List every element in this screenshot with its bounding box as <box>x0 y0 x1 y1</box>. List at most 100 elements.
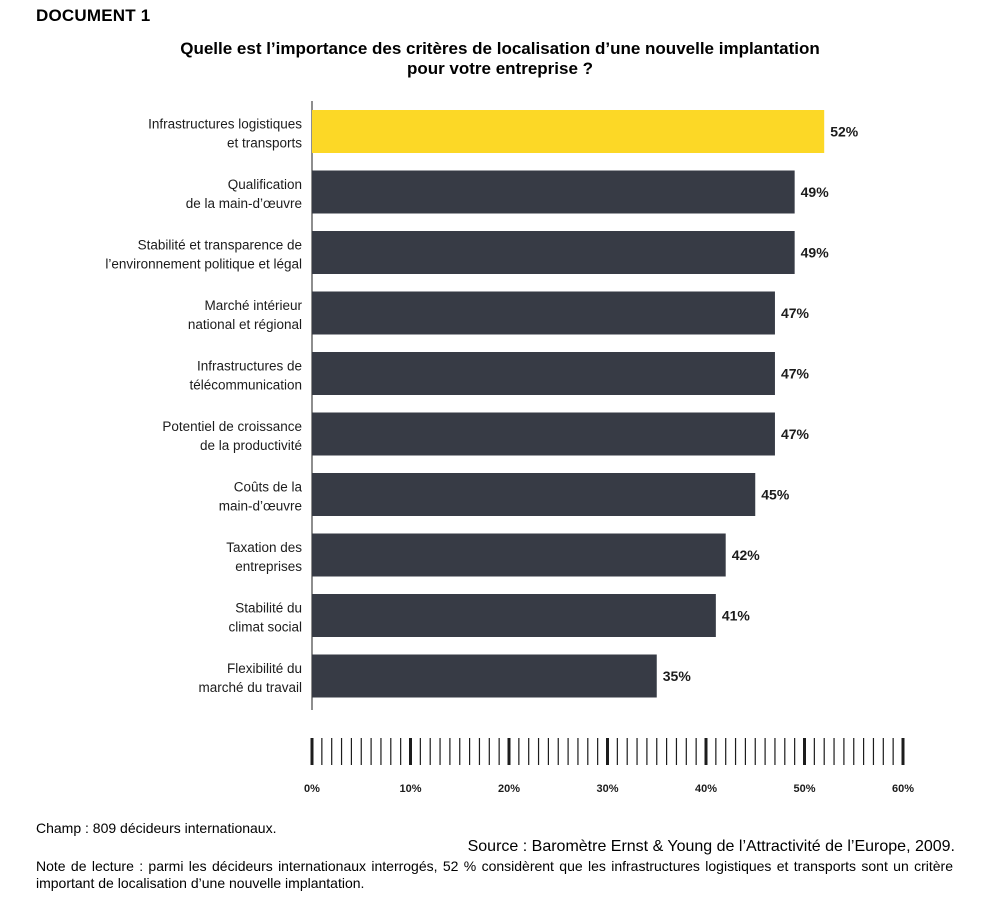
category-label-6: Coûts de la main-d’œuvre <box>219 480 303 514</box>
major-tick-20 <box>507 738 511 765</box>
value-label-3: 47% <box>781 305 810 321</box>
value-label-0: 52% <box>830 124 859 140</box>
category-label-line: climat social <box>228 620 302 635</box>
major-tick-40 <box>704 738 708 765</box>
minor-tick-14 <box>449 738 451 765</box>
x-tick-label-6: 60% <box>892 783 914 795</box>
document-label: DOCUMENT 1 <box>36 6 151 25</box>
minor-tick-31 <box>616 738 618 765</box>
minor-tick-16 <box>469 738 471 765</box>
value-label-6: 45% <box>761 487 790 503</box>
minor-tick-19 <box>498 738 500 765</box>
bar-0 <box>312 110 825 153</box>
category-label-1: Qualification de la main-d’œuvre <box>186 177 302 211</box>
category-label-line: Stabilité et transparence de <box>138 238 302 253</box>
category-label-line: Marché intérieur <box>204 298 302 313</box>
minor-tick-4 <box>350 738 352 765</box>
minor-tick-6 <box>370 738 372 765</box>
x-tick-label-1: 10% <box>399 783 421 795</box>
x-tick-label-0: 0% <box>304 783 320 795</box>
minor-tick-35 <box>656 738 658 765</box>
category-label-8: Stabilité du climat social <box>228 601 302 635</box>
value-label-2: 49% <box>801 245 830 261</box>
minor-tick-1 <box>321 738 323 765</box>
minor-tick-32 <box>626 738 628 765</box>
minor-tick-53 <box>833 738 835 765</box>
minor-tick-38 <box>685 738 687 765</box>
value-label-7: 42% <box>732 547 761 563</box>
category-label-2: Stabilité et transparence de l’environnem… <box>105 238 302 272</box>
minor-tick-51 <box>813 738 815 765</box>
minor-tick-3 <box>340 738 343 765</box>
minor-tick-59 <box>892 738 894 765</box>
minor-tick-11 <box>419 738 421 765</box>
category-label-7: Taxation des entreprises <box>226 540 302 574</box>
minor-tick-55 <box>853 738 855 765</box>
category-label-line: main-d’œuvre <box>219 499 302 514</box>
category-label-line: Coûts de la <box>234 480 303 495</box>
category-label-line: national et régional <box>188 317 302 332</box>
minor-tick-34 <box>646 738 648 765</box>
major-tick-60 <box>901 738 905 765</box>
major-tick-30 <box>606 738 609 765</box>
category-label-line: entreprises <box>235 559 302 574</box>
minor-tick-44 <box>744 738 746 765</box>
bar-9 <box>312 654 657 698</box>
value-label-9: 35% <box>663 668 692 684</box>
minor-tick-45 <box>754 738 756 765</box>
minor-tick-2 <box>331 738 333 765</box>
chart-title-line-2: pour votre entreprise ? <box>406 59 594 78</box>
category-label-0: Infrastructures logistiques et transports <box>148 117 302 151</box>
category-label-4: Infrastructures de télécommunication <box>189 359 302 393</box>
minor-tick-39 <box>695 738 697 765</box>
category-label-9: Flexibilité du marché du travail <box>198 661 302 695</box>
minor-tick-49 <box>794 738 796 765</box>
chart-title-line-1: Quelle est l’importance des critères de … <box>180 39 820 58</box>
bar-5 <box>312 412 775 456</box>
x-tick-label-4: 40% <box>695 783 717 795</box>
minor-tick-24 <box>547 738 549 765</box>
minor-tick-22 <box>528 738 530 765</box>
minor-tick-56 <box>863 738 865 765</box>
bar-1 <box>312 170 795 214</box>
minor-tick-29 <box>597 738 599 765</box>
category-label-line: Stabilité du <box>235 601 302 616</box>
minor-tick-5 <box>360 738 362 765</box>
reading-note: Note de lecture : parmi les décideurs in… <box>36 858 953 891</box>
x-tick-label-3: 30% <box>596 783 618 795</box>
minor-tick-43 <box>734 738 737 765</box>
value-label-1: 49% <box>801 184 830 200</box>
minor-tick-23 <box>537 738 540 765</box>
minor-tick-28 <box>587 738 589 765</box>
major-tick-0 <box>310 738 314 765</box>
minor-tick-36 <box>666 738 668 765</box>
category-label-line: Flexibilité du <box>227 661 302 676</box>
value-label-4: 47% <box>781 366 810 382</box>
minor-tick-33 <box>636 738 638 765</box>
minor-tick-41 <box>715 738 717 765</box>
bar-6 <box>312 473 756 516</box>
minor-tick-18 <box>488 738 490 765</box>
minor-tick-37 <box>675 738 678 765</box>
major-tick-10 <box>409 738 412 765</box>
minor-tick-58 <box>882 738 884 765</box>
category-label-line: Infrastructures de <box>197 359 302 374</box>
minor-tick-52 <box>823 738 825 765</box>
category-label-line: marché du travail <box>198 680 302 695</box>
source-note: Source : Baromètre Ernst & Young de l’At… <box>467 838 955 855</box>
minor-tick-17 <box>478 738 481 765</box>
bar-7 <box>312 533 726 577</box>
minor-tick-9 <box>400 738 402 765</box>
minor-tick-54 <box>843 738 845 765</box>
minor-tick-15 <box>459 738 461 765</box>
minor-tick-13 <box>439 738 441 765</box>
minor-tick-42 <box>725 738 727 765</box>
category-label-line: Infrastructures logistiques <box>148 117 302 132</box>
category-label-line: de la main-d’œuvre <box>186 196 302 211</box>
major-tick-50 <box>803 738 806 765</box>
bar-3 <box>312 291 775 335</box>
minor-tick-7 <box>380 738 382 765</box>
category-label-line: et transports <box>227 136 302 151</box>
minor-tick-46 <box>764 738 766 765</box>
